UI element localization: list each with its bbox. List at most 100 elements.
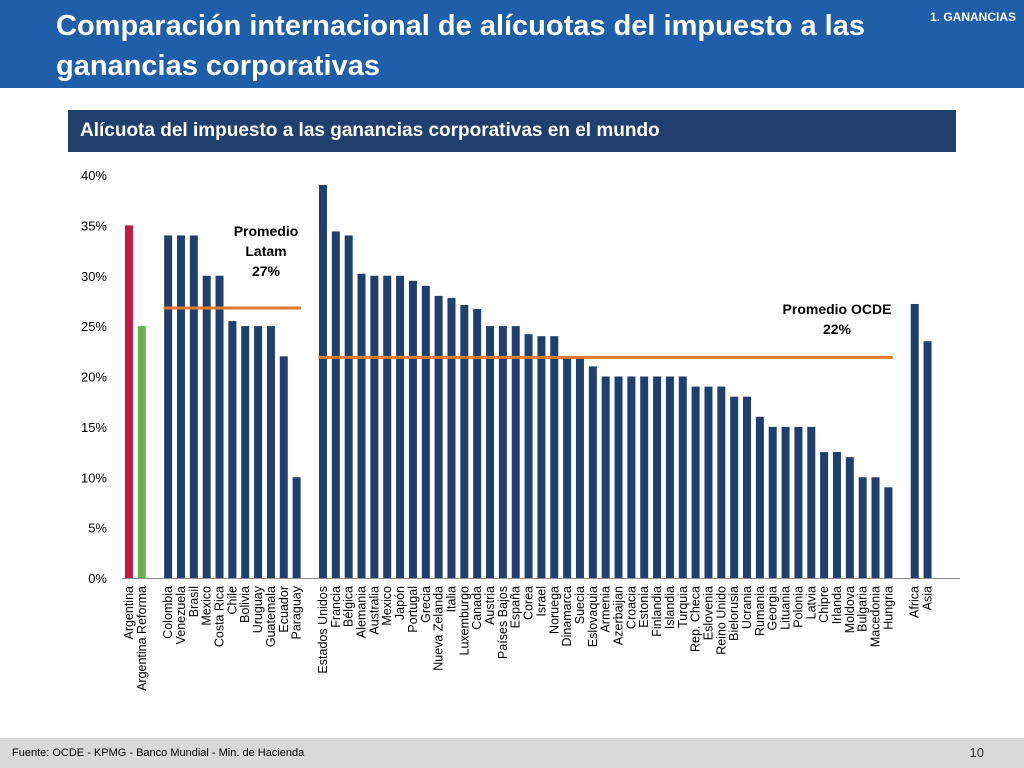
bar-noruega bbox=[550, 336, 559, 578]
x-tick-label: Azerbaijan bbox=[612, 586, 626, 645]
x-tick-label: Suecia bbox=[573, 586, 587, 624]
average-label-latam: Promedio bbox=[234, 223, 299, 239]
x-tick-label: Chile bbox=[225, 586, 239, 615]
x-tick-label: Lituania bbox=[779, 586, 793, 630]
bar-canada bbox=[473, 308, 482, 578]
x-tick-label: Dinamarca bbox=[560, 586, 574, 646]
bar-turquia bbox=[678, 376, 687, 578]
y-tick-label: 35% bbox=[81, 218, 107, 233]
bar-rep-checa bbox=[691, 386, 700, 578]
bar-italia bbox=[447, 297, 456, 578]
bar-argentina-reforma bbox=[137, 326, 146, 578]
x-tick-label: Uruguay bbox=[251, 585, 265, 633]
bar-hungria bbox=[884, 487, 893, 578]
x-tick-label: Finlandia bbox=[650, 586, 664, 637]
bar-grecia bbox=[421, 285, 430, 578]
bar-macedonia bbox=[871, 477, 880, 578]
bar-finlandia bbox=[653, 376, 662, 578]
bar-eslovenia bbox=[704, 386, 713, 578]
bar-mexico bbox=[383, 275, 392, 578]
x-tick-label: Luxemburgo bbox=[457, 586, 471, 656]
x-tick-label: Israel bbox=[534, 586, 548, 617]
x-tick-label: Italia bbox=[444, 586, 458, 612]
chart-subtitle: Alícuota del impuesto a las ganancias co… bbox=[80, 120, 660, 141]
x-tick-label: Hungria bbox=[881, 586, 895, 630]
average-label-ocde: Promedio OCDE bbox=[783, 301, 892, 317]
bar-moldova bbox=[845, 457, 854, 578]
bar-japon bbox=[396, 275, 405, 578]
bar-costa-rica bbox=[215, 275, 224, 578]
bar-luxemburgo bbox=[460, 304, 469, 578]
bar-croacia bbox=[627, 376, 636, 578]
bar-guatemala bbox=[266, 326, 275, 578]
x-tick-label: España bbox=[509, 586, 523, 628]
chart-subtitle-bar: Alícuota del impuesto a las ganancias co… bbox=[68, 110, 956, 152]
x-tick-label: Bulgaria bbox=[856, 586, 870, 632]
x-tick-label: Costa Rica bbox=[213, 586, 227, 647]
bar-ucrania bbox=[743, 396, 752, 578]
bar-austria bbox=[486, 326, 495, 578]
y-tick-label: 40% bbox=[81, 168, 107, 183]
x-tick-label: Bielorusia bbox=[727, 586, 741, 641]
bar-belgica bbox=[344, 235, 353, 578]
bar-chile bbox=[228, 321, 237, 578]
x-tick-label: Reino Unido bbox=[714, 586, 728, 655]
average-label-latam: Latam bbox=[245, 243, 286, 259]
bar-bielorusia bbox=[730, 396, 739, 578]
x-tick-label: Macedonia bbox=[869, 586, 883, 647]
corporate-tax-bar-chart: 0% 5% 10% 15% 20% 25% 30% 35% 40% ArgentinaArgent… bbox=[81, 168, 960, 691]
bar-chipre bbox=[820, 452, 829, 578]
x-tick-label: Argentina bbox=[122, 586, 136, 640]
bar-latvia bbox=[807, 426, 816, 578]
x-tick-label: Africa bbox=[908, 586, 922, 618]
bar-armenia bbox=[601, 376, 610, 578]
x-tick-label: Japón bbox=[393, 586, 407, 620]
x-tick-label: Colombia bbox=[161, 586, 175, 639]
y-tick-label: 10% bbox=[81, 470, 107, 485]
bar-espana bbox=[511, 326, 520, 578]
bar-portugal bbox=[408, 280, 417, 578]
x-tick-label: Paraguay bbox=[290, 585, 304, 639]
x-tick-label: Georgia bbox=[766, 586, 780, 631]
bar-rumania bbox=[755, 416, 764, 578]
x-tick-label: Croacia bbox=[624, 586, 638, 629]
x-tick-label: Argentina Reforma bbox=[135, 586, 149, 691]
x-tick-label: Países Bajos bbox=[496, 586, 510, 659]
y-tick-label: 0% bbox=[88, 571, 107, 586]
x-tick-label: Guatemala bbox=[264, 586, 278, 647]
bar-mexico bbox=[202, 275, 211, 578]
x-tick-label: Asia bbox=[921, 586, 935, 610]
bar-azerbaijan bbox=[614, 376, 623, 578]
bar-estonia bbox=[640, 376, 649, 578]
average-label-ocde: 22% bbox=[823, 321, 852, 337]
bar-dinamarca bbox=[563, 356, 572, 578]
x-tick-label: Bélgica bbox=[342, 586, 356, 627]
bar-reino-unido bbox=[717, 386, 726, 578]
x-tick-label: Canada bbox=[470, 586, 484, 630]
footer-bar: Fuente: OCDE - KPMG - Banco Mundial - Mi… bbox=[0, 738, 1024, 768]
bar-suecia bbox=[575, 356, 584, 578]
bar-irlanda bbox=[832, 452, 841, 578]
bar-nueva-zelanda bbox=[434, 295, 443, 578]
x-tick-label: Eslovaquia bbox=[586, 586, 600, 647]
x-tick-label: Corea bbox=[522, 586, 536, 620]
x-tick-label: Irlanda bbox=[830, 586, 844, 624]
bar-israel bbox=[537, 336, 546, 578]
x-tick-label: Ucrania bbox=[740, 586, 754, 629]
x-tick-label: Latvia bbox=[804, 586, 818, 619]
x-tick-label: Estonia bbox=[637, 586, 651, 628]
x-tick-label: Australia bbox=[367, 586, 381, 635]
x-tick-label: Turquia bbox=[676, 586, 690, 628]
bar-australia bbox=[370, 275, 379, 578]
x-tick-label: Armenia bbox=[599, 586, 613, 633]
x-tick-label: Bolivia bbox=[238, 586, 252, 623]
bar-paises-bajos bbox=[498, 326, 507, 578]
average-label-latam: 27% bbox=[252, 263, 281, 279]
x-tick-label: Venezuela bbox=[174, 586, 188, 644]
x-tick-label: Chipre bbox=[817, 586, 831, 623]
x-tick-label: Eslovenia bbox=[701, 586, 715, 640]
bar-paraguay bbox=[292, 477, 301, 578]
bar-argentina bbox=[124, 225, 133, 578]
bar-asia bbox=[923, 341, 932, 578]
bar-colombia bbox=[164, 235, 173, 578]
